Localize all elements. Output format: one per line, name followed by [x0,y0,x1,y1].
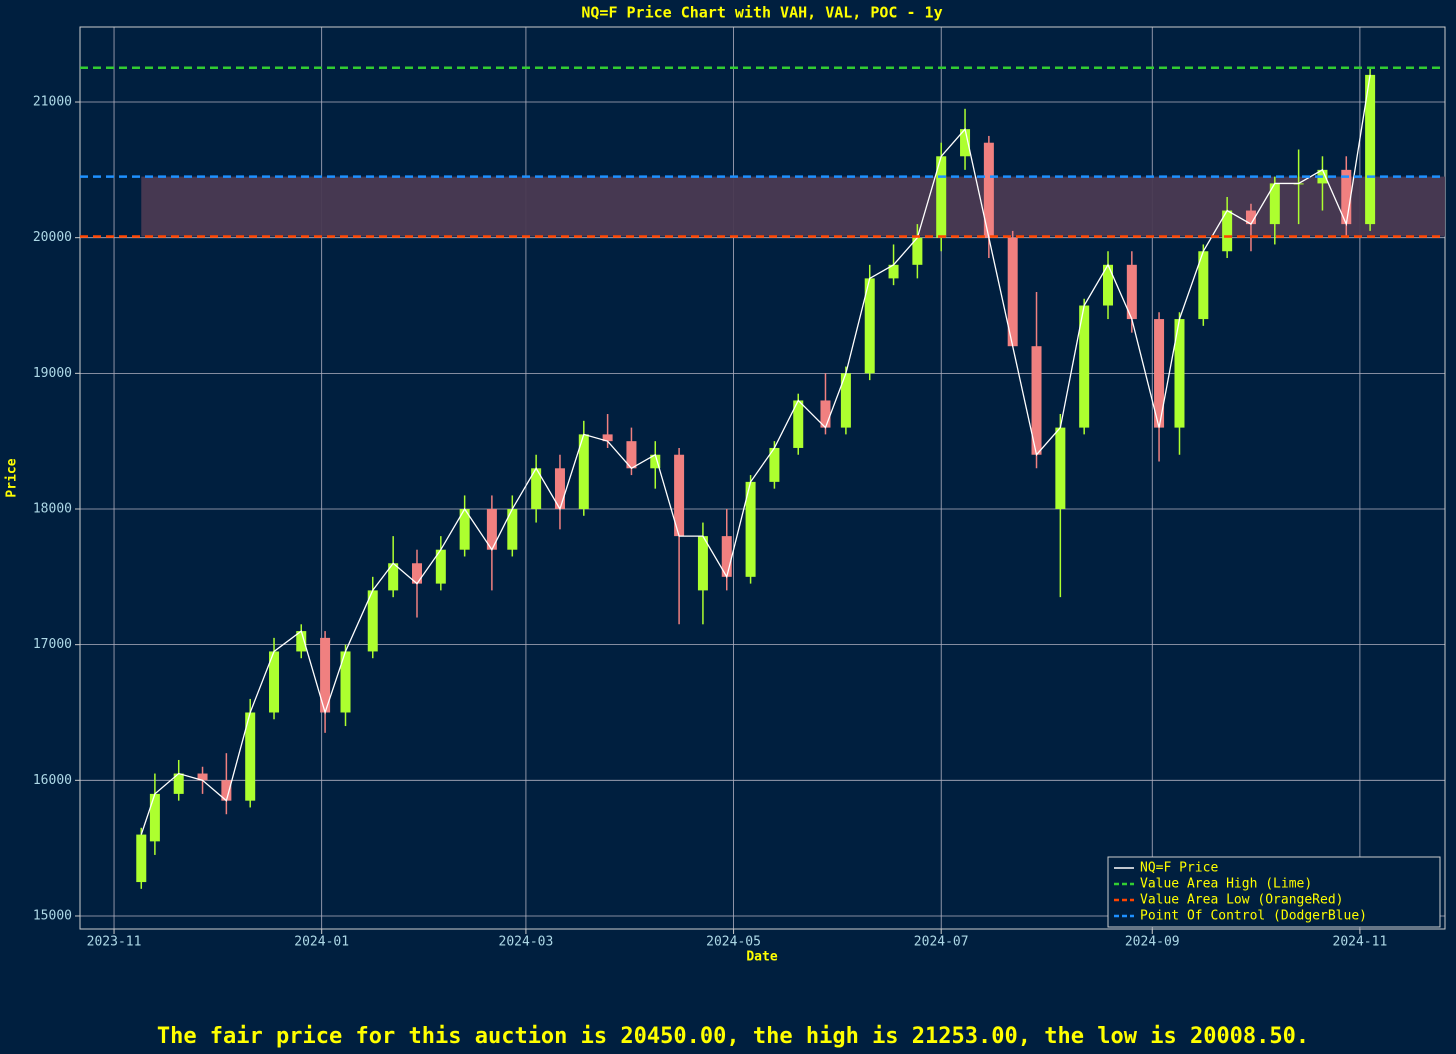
candle-body [320,637,331,713]
x-axis-label: Date [746,950,777,965]
y-tick-label: 15000 [33,908,72,923]
candle-body [245,712,256,801]
legend-label: Point Of Control (DodgerBlue) [1140,909,1367,924]
candle-body [864,278,875,374]
candle-body [221,780,232,801]
candle-body [1031,346,1042,455]
candle-body [136,834,147,883]
candle-body [936,156,947,238]
x-tick-label: 2024-11 [1333,935,1388,950]
y-tick-label: 20000 [33,230,72,245]
candle-body [173,773,184,794]
candle-body [745,481,756,577]
footer: The fair price for this auction is 20450… [157,1024,1309,1049]
candle-body [888,264,899,279]
x-tick-label: 2023-11 [87,935,142,950]
chart-title: NQ=F Price Chart with VAH, VAL, POC - 1y [581,4,942,22]
plot-frame [79,26,1446,930]
candle-body [1007,237,1018,347]
candle-body [197,773,208,781]
candle-body [269,651,280,713]
candle-body [840,373,851,428]
candle-body [578,434,589,509]
candle-body [674,454,685,537]
y-tick-label: 16000 [33,773,72,788]
x-tick-label: 2024-09 [1125,935,1180,950]
candle-body [697,536,708,591]
candle-body [507,508,518,550]
candle-body [602,434,613,442]
candle-body [296,631,307,652]
y-axis-label: Price [5,458,20,497]
candle-body [1103,264,1114,306]
price-line [140,74,1371,835]
candle-body [367,590,378,652]
y-tick-label: 18000 [33,501,72,516]
candle-body [459,508,470,550]
candle-body [1126,264,1137,320]
candle-body [1269,183,1280,225]
candle-body [769,447,780,482]
candle-body [340,651,351,713]
candle-body [721,536,732,577]
candle-body [820,400,831,428]
candle-body [388,563,399,591]
candle-body [626,441,637,469]
candle-body [149,793,160,842]
candle-body [650,454,661,469]
legend-label: Value Area High (Lime) [1140,877,1312,892]
value-area-shade [141,176,1445,237]
candle-body [960,129,971,157]
candle-body [411,563,422,584]
candle-body [486,508,497,550]
candle-body [531,468,542,509]
x-tick-label: 2024-05 [706,935,761,950]
candle-body [1198,251,1209,320]
candle-body [1341,169,1352,225]
candle-body [1222,210,1233,252]
x-tick-label: 2024-03 [499,935,554,950]
candle-body [1055,427,1066,509]
candle-body [1365,74,1376,225]
legend-label: Value Area Low (OrangeRed) [1140,893,1344,908]
candle-body [983,142,994,238]
x-tick-label: 2024-07 [914,935,969,950]
candle-body [1245,210,1256,225]
x-tick-label: 2024-01 [294,935,349,950]
candle-body [435,549,446,584]
candle-body [1174,319,1185,428]
candle-body [554,468,565,509]
candle-body [912,237,923,265]
candle-body [1079,305,1090,428]
legend-label: NQ=F Price [1140,861,1218,876]
candle-body [1154,319,1165,428]
candle-body [793,400,804,448]
y-tick-label: 21000 [33,95,72,110]
y-tick-label: 19000 [33,366,72,381]
y-tick-label: 17000 [33,637,72,652]
legend-box [1107,856,1441,928]
